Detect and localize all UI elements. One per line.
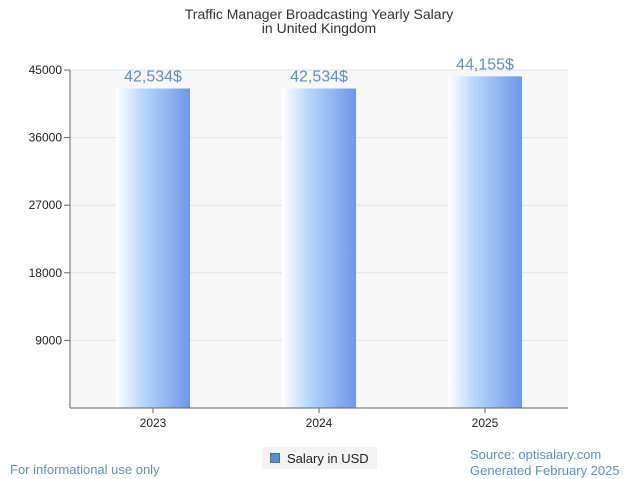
y-tick-label: 27000 (29, 198, 63, 212)
data-label: 42,534$ (290, 69, 348, 86)
source-info: Source: optisalary.com Generated Februar… (470, 447, 620, 479)
source-text: Source: optisalary.com (470, 447, 602, 462)
y-tick-label: 36000 (29, 131, 63, 145)
legend-swatch-icon (270, 453, 280, 463)
bar (282, 88, 356, 408)
y-tick-label: 9000 (35, 333, 62, 347)
chart-title-line1: Traffic Manager Broadcasting Yearly Sala… (185, 6, 453, 22)
y-tick-label: 45000 (29, 63, 63, 77)
y-tick-label: 18000 (29, 266, 63, 280)
bar (448, 76, 522, 408)
x-tick-label: 2025 (472, 416, 499, 430)
data-label: 42,534$ (124, 69, 182, 86)
generated-text: Generated February 2025 (470, 463, 620, 478)
legend-label: Salary in USD (287, 450, 369, 466)
legend[interactable]: Salary in USD (262, 447, 377, 469)
chart-title-line2: in United Kingdom (262, 20, 376, 36)
bar (116, 88, 190, 408)
data-label: 44,155$ (456, 56, 514, 73)
x-tick-label: 2023 (140, 416, 167, 430)
disclaimer-text: For informational use only (10, 462, 160, 477)
x-tick-label: 2024 (306, 416, 333, 430)
